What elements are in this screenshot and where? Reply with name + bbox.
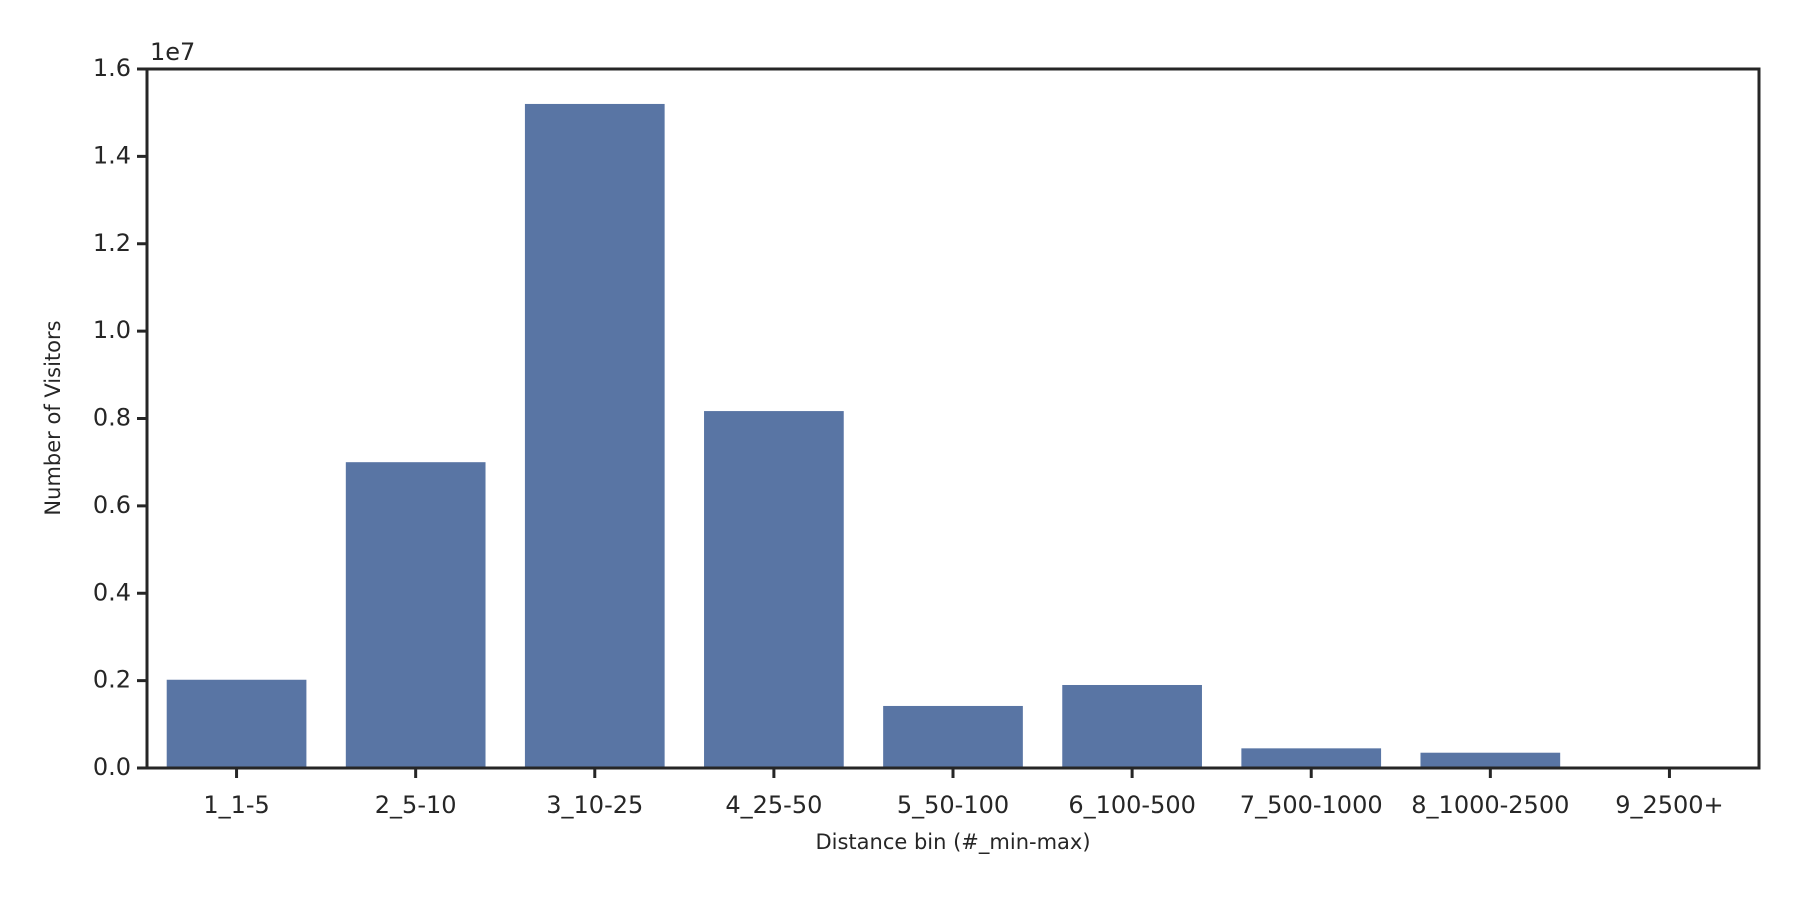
x-tick-label: 2_5-10 (375, 791, 457, 819)
y-tick-label: 0.8 (93, 404, 131, 432)
y-tick-label: 1.2 (93, 229, 131, 257)
x-tick-label: 3_10-25 (546, 791, 643, 819)
y-tick-label: 0.4 (93, 578, 131, 606)
bar (345, 462, 486, 768)
y-tick-label: 0.6 (93, 491, 131, 519)
x-tick-label: 9_2500+ (1615, 791, 1723, 819)
y-tick-label: 1.0 (93, 316, 131, 344)
plot-frame (145, 67, 1761, 770)
bar (1062, 684, 1202, 768)
x-tick-label: 5_50-100 (897, 791, 1009, 819)
x-tick-label: 4_25-50 (725, 791, 822, 819)
bar (166, 679, 307, 768)
bar (704, 411, 844, 768)
y-tick-label: 1.4 (93, 141, 131, 169)
x-axis-label: Distance bin (#_min-max) (815, 830, 1090, 855)
x-tick-label: 8_1000-2500 (1411, 791, 1569, 819)
x-tick-label: 1_1-5 (203, 791, 269, 819)
bar (1420, 752, 1561, 768)
bar (883, 705, 1023, 768)
x-tick-label: 6_100-500 (1068, 791, 1196, 819)
offset-label: 1e7 (150, 38, 195, 66)
bar (1241, 748, 1382, 768)
bar (524, 103, 665, 768)
y-tick-label: 0.0 (93, 753, 131, 781)
y-tick-label: 0.2 (93, 666, 131, 694)
y-tick-label: 1.6 (93, 54, 131, 82)
x-tick-label: 7_500-1000 (1240, 791, 1383, 819)
y-axis-label: Number of Visitors (41, 320, 65, 515)
